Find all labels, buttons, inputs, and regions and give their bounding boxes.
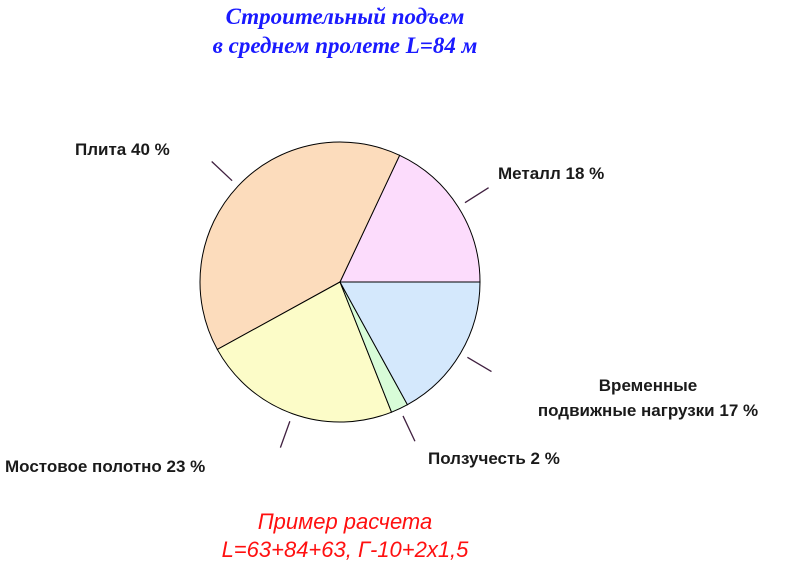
pie-slice — [216, 281, 393, 423]
leader-line — [467, 356, 492, 373]
category-label: Мостовое полотно — [5, 457, 162, 476]
category-label: Металл — [498, 164, 561, 183]
annotation: L=63+84+63, Г-10+2х1,5 — [221, 537, 469, 562]
category-label: Временные подвижные нагрузки — [537, 376, 715, 420]
value-label: 18 % — [565, 164, 605, 183]
chart-title: Строительный подъем — [225, 4, 465, 29]
value-label: 17 % — [719, 401, 759, 420]
category-label: Плита — [75, 140, 127, 159]
leader-line — [279, 421, 291, 448]
value-label: 2 % — [530, 449, 560, 468]
slice-label: Плита 40 % — [75, 137, 170, 162]
leader-line — [211, 161, 233, 182]
pie-slice — [199, 141, 401, 351]
slice-label: Временные подвижные нагрузки 17 % — [498, 373, 798, 423]
value-label: 40 % — [130, 140, 170, 159]
slice-label: Мостовое полотно 23 % — [5, 454, 205, 479]
slice-label: Металл 18 % — [498, 161, 604, 186]
pie-slice — [339, 281, 481, 406]
category-label: Ползучесть — [428, 449, 526, 468]
value-label: 23 % — [166, 457, 206, 476]
pie-slice — [339, 154, 481, 283]
annotation: Пример расчета — [257, 509, 433, 534]
leader-line — [402, 415, 416, 442]
slice-label: Ползучесть 2 % — [428, 446, 560, 471]
chart-title: в среднем пролете L=84 м — [212, 33, 478, 58]
leader-line — [464, 187, 489, 204]
